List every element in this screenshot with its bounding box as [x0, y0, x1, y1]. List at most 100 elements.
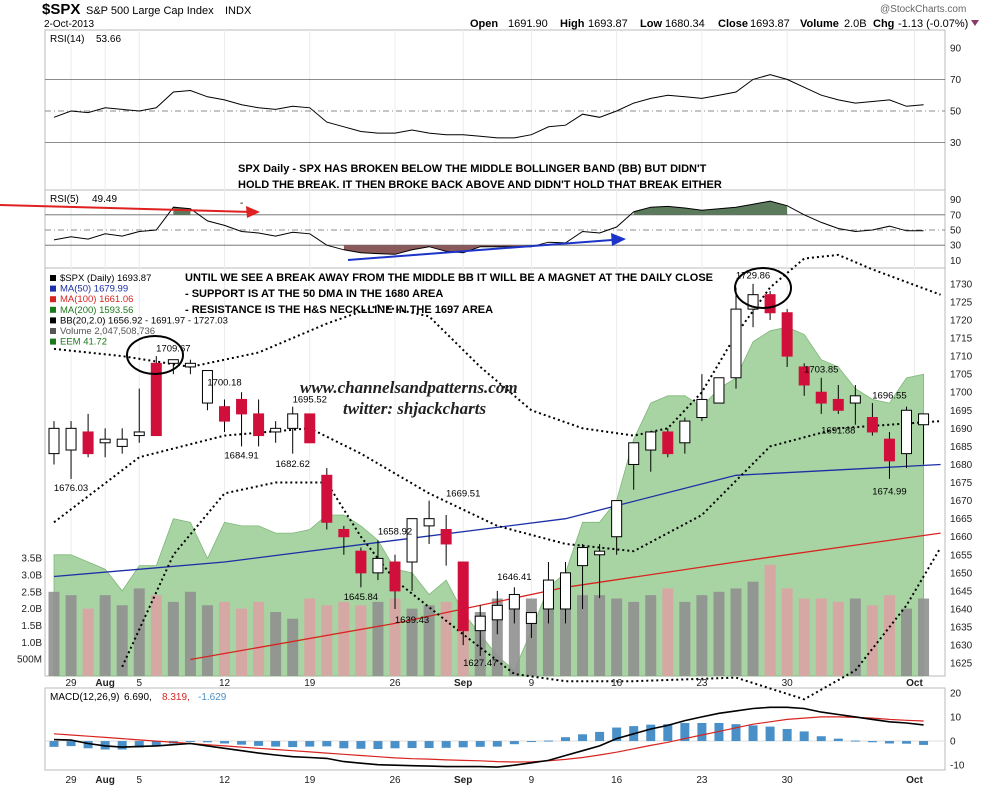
macd-signal-line	[53, 716, 924, 763]
chart-date: 2-Oct-2013	[44, 19, 94, 30]
volume-bar	[99, 595, 111, 676]
blue-arrow	[347, 233, 626, 261]
candle-body	[747, 294, 759, 310]
x-axis-label: Aug	[95, 775, 114, 786]
candle	[491, 590, 503, 635]
macd-histogram-bar	[66, 741, 76, 747]
legend-swatch	[50, 275, 56, 281]
candle	[65, 421, 77, 479]
volume-bar	[440, 601, 452, 676]
volume-bar	[150, 595, 162, 676]
macd-histogram-bar	[458, 741, 468, 748]
legend-entry: MA(50) 1679.99	[60, 284, 128, 295]
macd-histogram-bar	[390, 741, 400, 749]
candle-body	[883, 438, 895, 462]
macd-histogram-bar	[902, 741, 911, 744]
candle	[508, 587, 520, 624]
candle-body	[542, 579, 554, 610]
price-tick: 1685	[950, 442, 973, 453]
volume-tick: 2.0B	[21, 604, 42, 615]
volume-tick: 1.5B	[21, 621, 42, 632]
price-tick: 1720	[950, 315, 973, 326]
candle-body	[457, 561, 469, 632]
x-axis-label: 9	[529, 678, 535, 689]
rsi5-tick: 70	[950, 210, 962, 221]
volume-bar	[491, 598, 503, 676]
volume-bar	[65, 595, 77, 676]
candle-body	[815, 391, 827, 404]
volume-bar	[611, 598, 623, 676]
macd-histogram-bar	[612, 727, 622, 742]
rsi5-tick: 10	[950, 256, 962, 267]
volume-bar	[901, 608, 912, 676]
x-axis-label: Sep	[454, 678, 472, 689]
volume-bar	[406, 608, 418, 676]
price-data-label: 1669.51	[446, 488, 480, 499]
copyright: @StockCharts.com	[880, 4, 966, 15]
candle	[219, 399, 230, 432]
candle	[764, 291, 776, 320]
x-axis-label: 23	[696, 775, 708, 786]
candle-body	[577, 547, 589, 567]
volume-bar	[338, 601, 350, 676]
macd-histogram-bar	[543, 740, 553, 742]
annotation-dash: -	[240, 198, 243, 209]
macd-histogram-bar	[680, 722, 690, 742]
price-data-label: 1684.91	[224, 451, 258, 462]
macd-tick: 10	[950, 712, 962, 723]
candle	[662, 428, 674, 458]
macd-histogram-bar	[509, 741, 519, 745]
macd-histogram-bar	[117, 741, 127, 750]
volume-bar	[201, 605, 213, 676]
volume-bar	[253, 601, 265, 676]
price-tick: 1670	[950, 496, 973, 507]
macd-histogram-bar	[748, 725, 758, 742]
volume-bar	[560, 601, 571, 676]
volume-bar	[713, 591, 725, 676]
rsi14-tick: 90	[950, 43, 962, 54]
price-tick: 1660	[950, 532, 973, 543]
macd-histogram-bar	[697, 722, 707, 742]
macd-histogram-bar	[254, 741, 264, 746]
rsi5-tick: 50	[950, 226, 962, 237]
candle-body	[389, 561, 401, 592]
price-data-label: 1695.52	[293, 394, 327, 405]
candle	[133, 388, 145, 443]
price-tick: 1710	[950, 352, 973, 363]
volume-bar	[832, 601, 844, 676]
candle-body	[201, 370, 213, 404]
candle	[525, 612, 537, 638]
note-line-4: - SUPPORT IS AT THE 50 DMA IN THE 1680 A…	[185, 288, 443, 300]
candle	[253, 399, 265, 447]
price-tick: 1655	[950, 550, 973, 561]
candle	[372, 540, 384, 581]
candle-body	[525, 612, 537, 624]
candle-body	[832, 398, 844, 411]
volume-bar	[849, 598, 861, 676]
price-data-label: 1674.99	[872, 487, 906, 498]
macd-histogram-bar	[646, 724, 656, 742]
rsi5-value: 49.49	[92, 194, 117, 205]
macd-histogram-bar	[782, 729, 792, 742]
macd-value-3: -1.629	[198, 692, 227, 703]
price-tick: 1625	[950, 659, 973, 670]
candle	[389, 554, 401, 609]
x-axis-label: 26	[389, 678, 401, 689]
legend-swatch	[50, 328, 56, 334]
close-label: Close	[718, 18, 748, 30]
price-data-label: 1646.41	[497, 572, 531, 583]
candle-body	[236, 398, 248, 415]
candle	[201, 370, 213, 411]
candle	[99, 428, 111, 458]
exchange-name: INDX	[225, 5, 252, 17]
rsi-lines	[53, 74, 924, 255]
rsi14-line	[53, 74, 924, 139]
low-value: 1680.34	[665, 18, 705, 30]
x-axis-label: 30	[782, 678, 794, 689]
note-line-2: HOLD THE BREAK. IT THEN BROKE BACK ABOVE…	[238, 179, 722, 191]
candle-body	[713, 377, 725, 404]
candle-body	[116, 438, 128, 447]
volume-bar	[577, 595, 589, 676]
price-tick: 1640	[950, 604, 973, 615]
menu-triangle-icon	[971, 20, 979, 26]
